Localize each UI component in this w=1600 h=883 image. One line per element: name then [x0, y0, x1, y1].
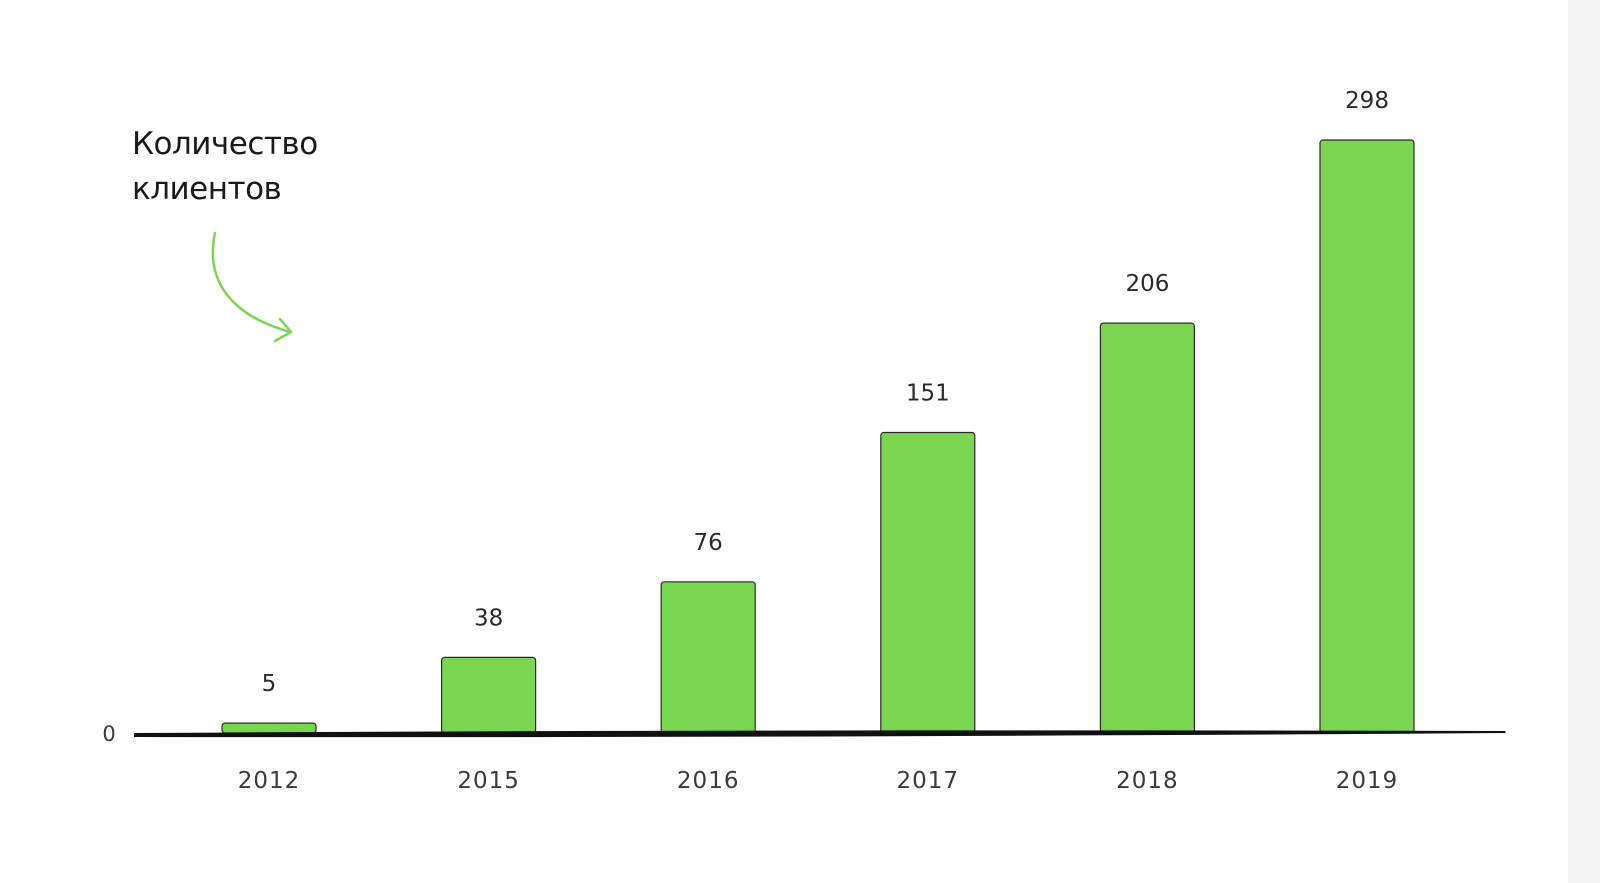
value-labels-group: 5 38 76 151 206 298 — [262, 88, 1389, 697]
y-annotation: Количество клиентов — [132, 122, 318, 212]
x-tick-label-2019: 2019 — [1336, 768, 1399, 794]
value-label-2015: 38 — [474, 605, 503, 631]
annotation-line-2: клиентов — [132, 171, 282, 207]
x-tick-labels-group: 2012 2015 2016 2017 2018 2019 — [238, 768, 1399, 794]
x-tick-label-2017: 2017 — [897, 768, 960, 794]
x-axis-baseline — [134, 730, 1506, 738]
bar-2012 — [221, 722, 317, 734]
bar-2018 — [1099, 322, 1196, 734]
bar-2016 — [660, 581, 756, 734]
x-tick-label-2015: 2015 — [457, 768, 520, 794]
x-tick-label-2016: 2016 — [677, 768, 740, 794]
value-label-2018: 206 — [1125, 271, 1169, 297]
value-label-2017: 151 — [906, 381, 950, 407]
value-label-2016: 76 — [694, 530, 723, 556]
y-tick-label: 0 — [102, 722, 115, 746]
annotation-line-1: Количество — [132, 126, 318, 162]
annotation-arrow-icon — [211, 231, 293, 343]
bar-2019 — [1319, 139, 1415, 734]
x-tick-label-2012: 2012 — [238, 768, 301, 794]
value-label-2012: 5 — [262, 671, 277, 697]
right-edge-strip — [1568, 0, 1600, 883]
value-label-2019: 298 — [1345, 88, 1389, 114]
bar-2015 — [441, 656, 537, 734]
bar-2017 — [880, 431, 976, 734]
x-tick-label-2018: 2018 — [1116, 768, 1179, 794]
bars-group — [221, 139, 1415, 734]
